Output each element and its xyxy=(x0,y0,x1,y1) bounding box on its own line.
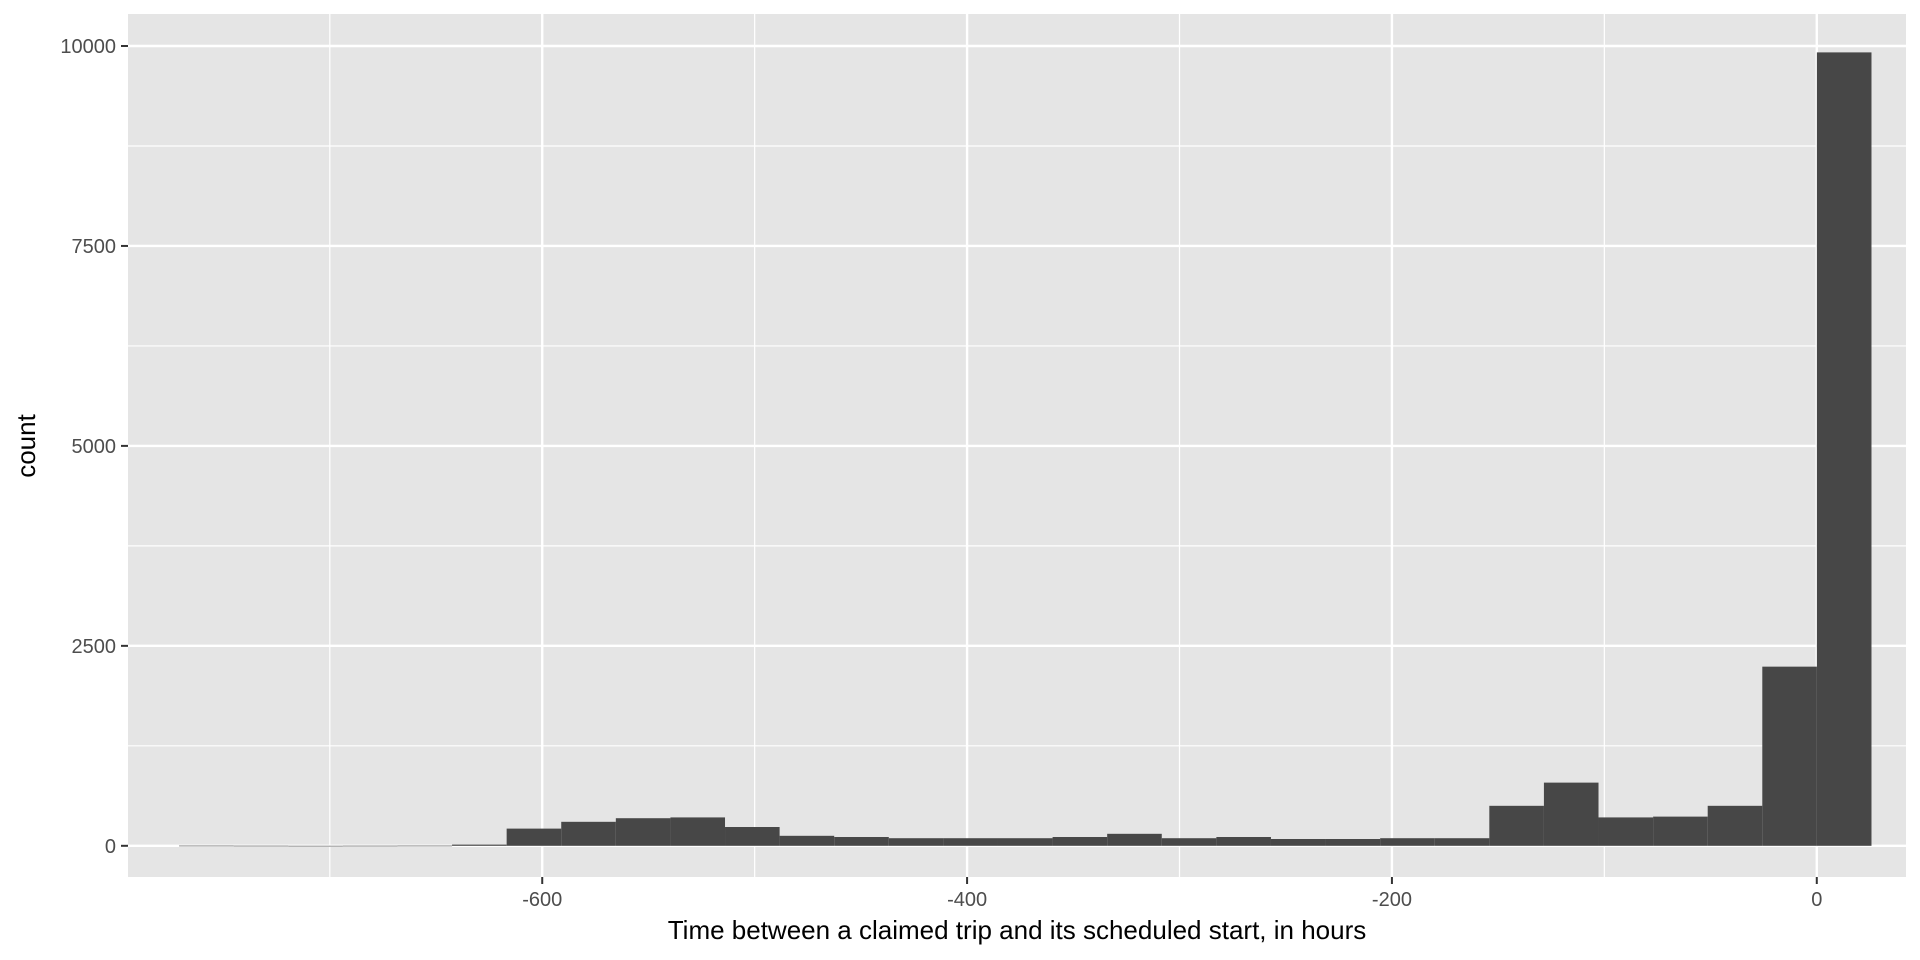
histogram-bar xyxy=(452,844,507,846)
histogram-bar xyxy=(1762,666,1817,846)
histogram-bar xyxy=(670,817,726,846)
histogram-bar xyxy=(615,818,671,846)
y-axis-ticks: 0 2500 5000 7500 10000 xyxy=(60,36,128,858)
histogram-bar xyxy=(1598,817,1654,846)
histogram-bar xyxy=(888,838,944,846)
histogram-bar xyxy=(1216,837,1271,846)
histogram-bar xyxy=(1434,838,1490,846)
histogram-bar xyxy=(1052,837,1108,846)
y-tick-label: 0 xyxy=(105,836,116,858)
major-gridlines xyxy=(128,14,1906,877)
histogram-bar xyxy=(1270,839,1326,846)
y-tick-label: 2500 xyxy=(72,636,117,658)
x-tick-label: -200 xyxy=(1372,889,1412,911)
histogram-bar xyxy=(779,835,835,846)
x-tick-label: -400 xyxy=(947,889,987,911)
histogram-bar xyxy=(233,845,289,847)
y-tick-label: 7500 xyxy=(72,236,117,258)
y-axis-title: count xyxy=(11,413,41,477)
histogram-bar xyxy=(1816,52,1872,846)
histogram-bar xyxy=(834,837,889,846)
x-axis-title: Time between a claimed trip and its sche… xyxy=(668,915,1367,945)
histogram-bar xyxy=(1161,838,1217,846)
histogram-bar xyxy=(506,828,562,846)
histogram-bar xyxy=(561,821,616,846)
y-tick-label: 5000 xyxy=(72,436,117,458)
y-tick-label: 10000 xyxy=(60,36,116,58)
histogram-bars xyxy=(179,52,1872,847)
x-axis-ticks: -600 -400 -200 0 xyxy=(522,877,1822,911)
histogram-bar xyxy=(1653,816,1708,846)
histogram-bar xyxy=(1489,805,1544,846)
x-tick-label: -600 xyxy=(522,889,562,911)
x-tick-label: 0 xyxy=(1811,889,1822,911)
histogram-bar xyxy=(1543,782,1599,846)
histogram-bar xyxy=(288,845,343,847)
histogram-bar xyxy=(179,845,234,847)
histogram-bar xyxy=(943,838,998,846)
histogram-bar xyxy=(1380,838,1435,846)
histogram-bar xyxy=(1325,839,1381,846)
histogram-bar xyxy=(1707,805,1763,846)
histogram-bar xyxy=(997,838,1053,846)
histogram-bar xyxy=(342,845,398,847)
histogram-bar xyxy=(725,827,780,846)
histogram-bar xyxy=(397,845,453,847)
histogram-bar xyxy=(1107,833,1162,846)
